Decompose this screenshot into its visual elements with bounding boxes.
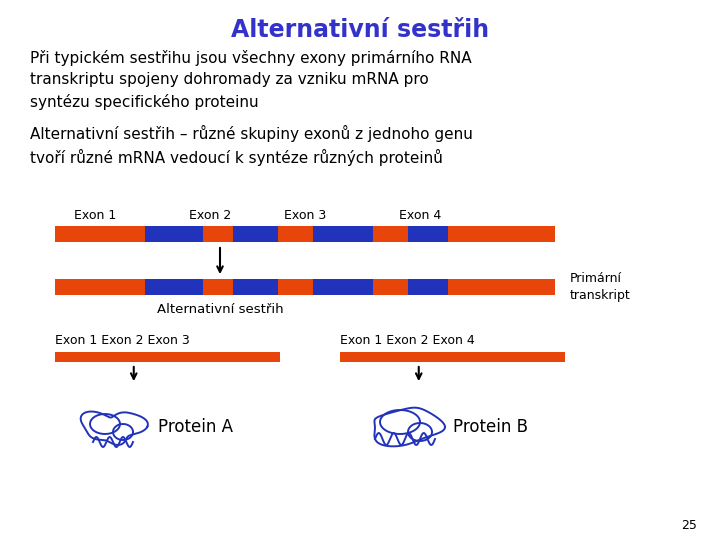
Text: Alternativní sestřih: Alternativní sestřih <box>157 303 283 316</box>
Bar <box>55 226 555 242</box>
Text: Protein A: Protein A <box>158 418 233 436</box>
Text: Primární
transkript: Primární transkript <box>570 272 631 302</box>
Bar <box>312 279 372 295</box>
Bar <box>55 279 555 295</box>
Text: Alternativní sestřih: Alternativní sestřih <box>231 18 489 42</box>
Text: Exon 4: Exon 4 <box>399 209 441 222</box>
Text: Při typickém sestřihu jsou všechny exony primárního RNA
transkriptu spojeny dohr: Při typickém sestřihu jsou všechny exony… <box>30 50 472 110</box>
Bar <box>408 226 448 242</box>
Text: Exon 2: Exon 2 <box>189 209 231 222</box>
Text: Exon 3: Exon 3 <box>284 209 326 222</box>
Bar <box>312 226 372 242</box>
Bar <box>145 279 202 295</box>
Bar <box>233 226 277 242</box>
Text: Exon 1 Exon 2 Exon 4: Exon 1 Exon 2 Exon 4 <box>340 334 474 347</box>
Text: Alternativní sestřih – různé skupiny exonů z jednoho genu
tvoří různé mRNA vedou: Alternativní sestřih – různé skupiny exo… <box>30 125 473 166</box>
Bar <box>55 352 280 362</box>
Text: Exon 1: Exon 1 <box>74 209 116 222</box>
Bar <box>145 226 202 242</box>
Bar <box>408 279 448 295</box>
Bar <box>233 279 277 295</box>
Text: Protein B: Protein B <box>453 418 528 436</box>
Bar <box>340 352 565 362</box>
Text: Exon 1 Exon 2 Exon 3: Exon 1 Exon 2 Exon 3 <box>55 334 190 347</box>
Text: 25: 25 <box>681 519 697 532</box>
